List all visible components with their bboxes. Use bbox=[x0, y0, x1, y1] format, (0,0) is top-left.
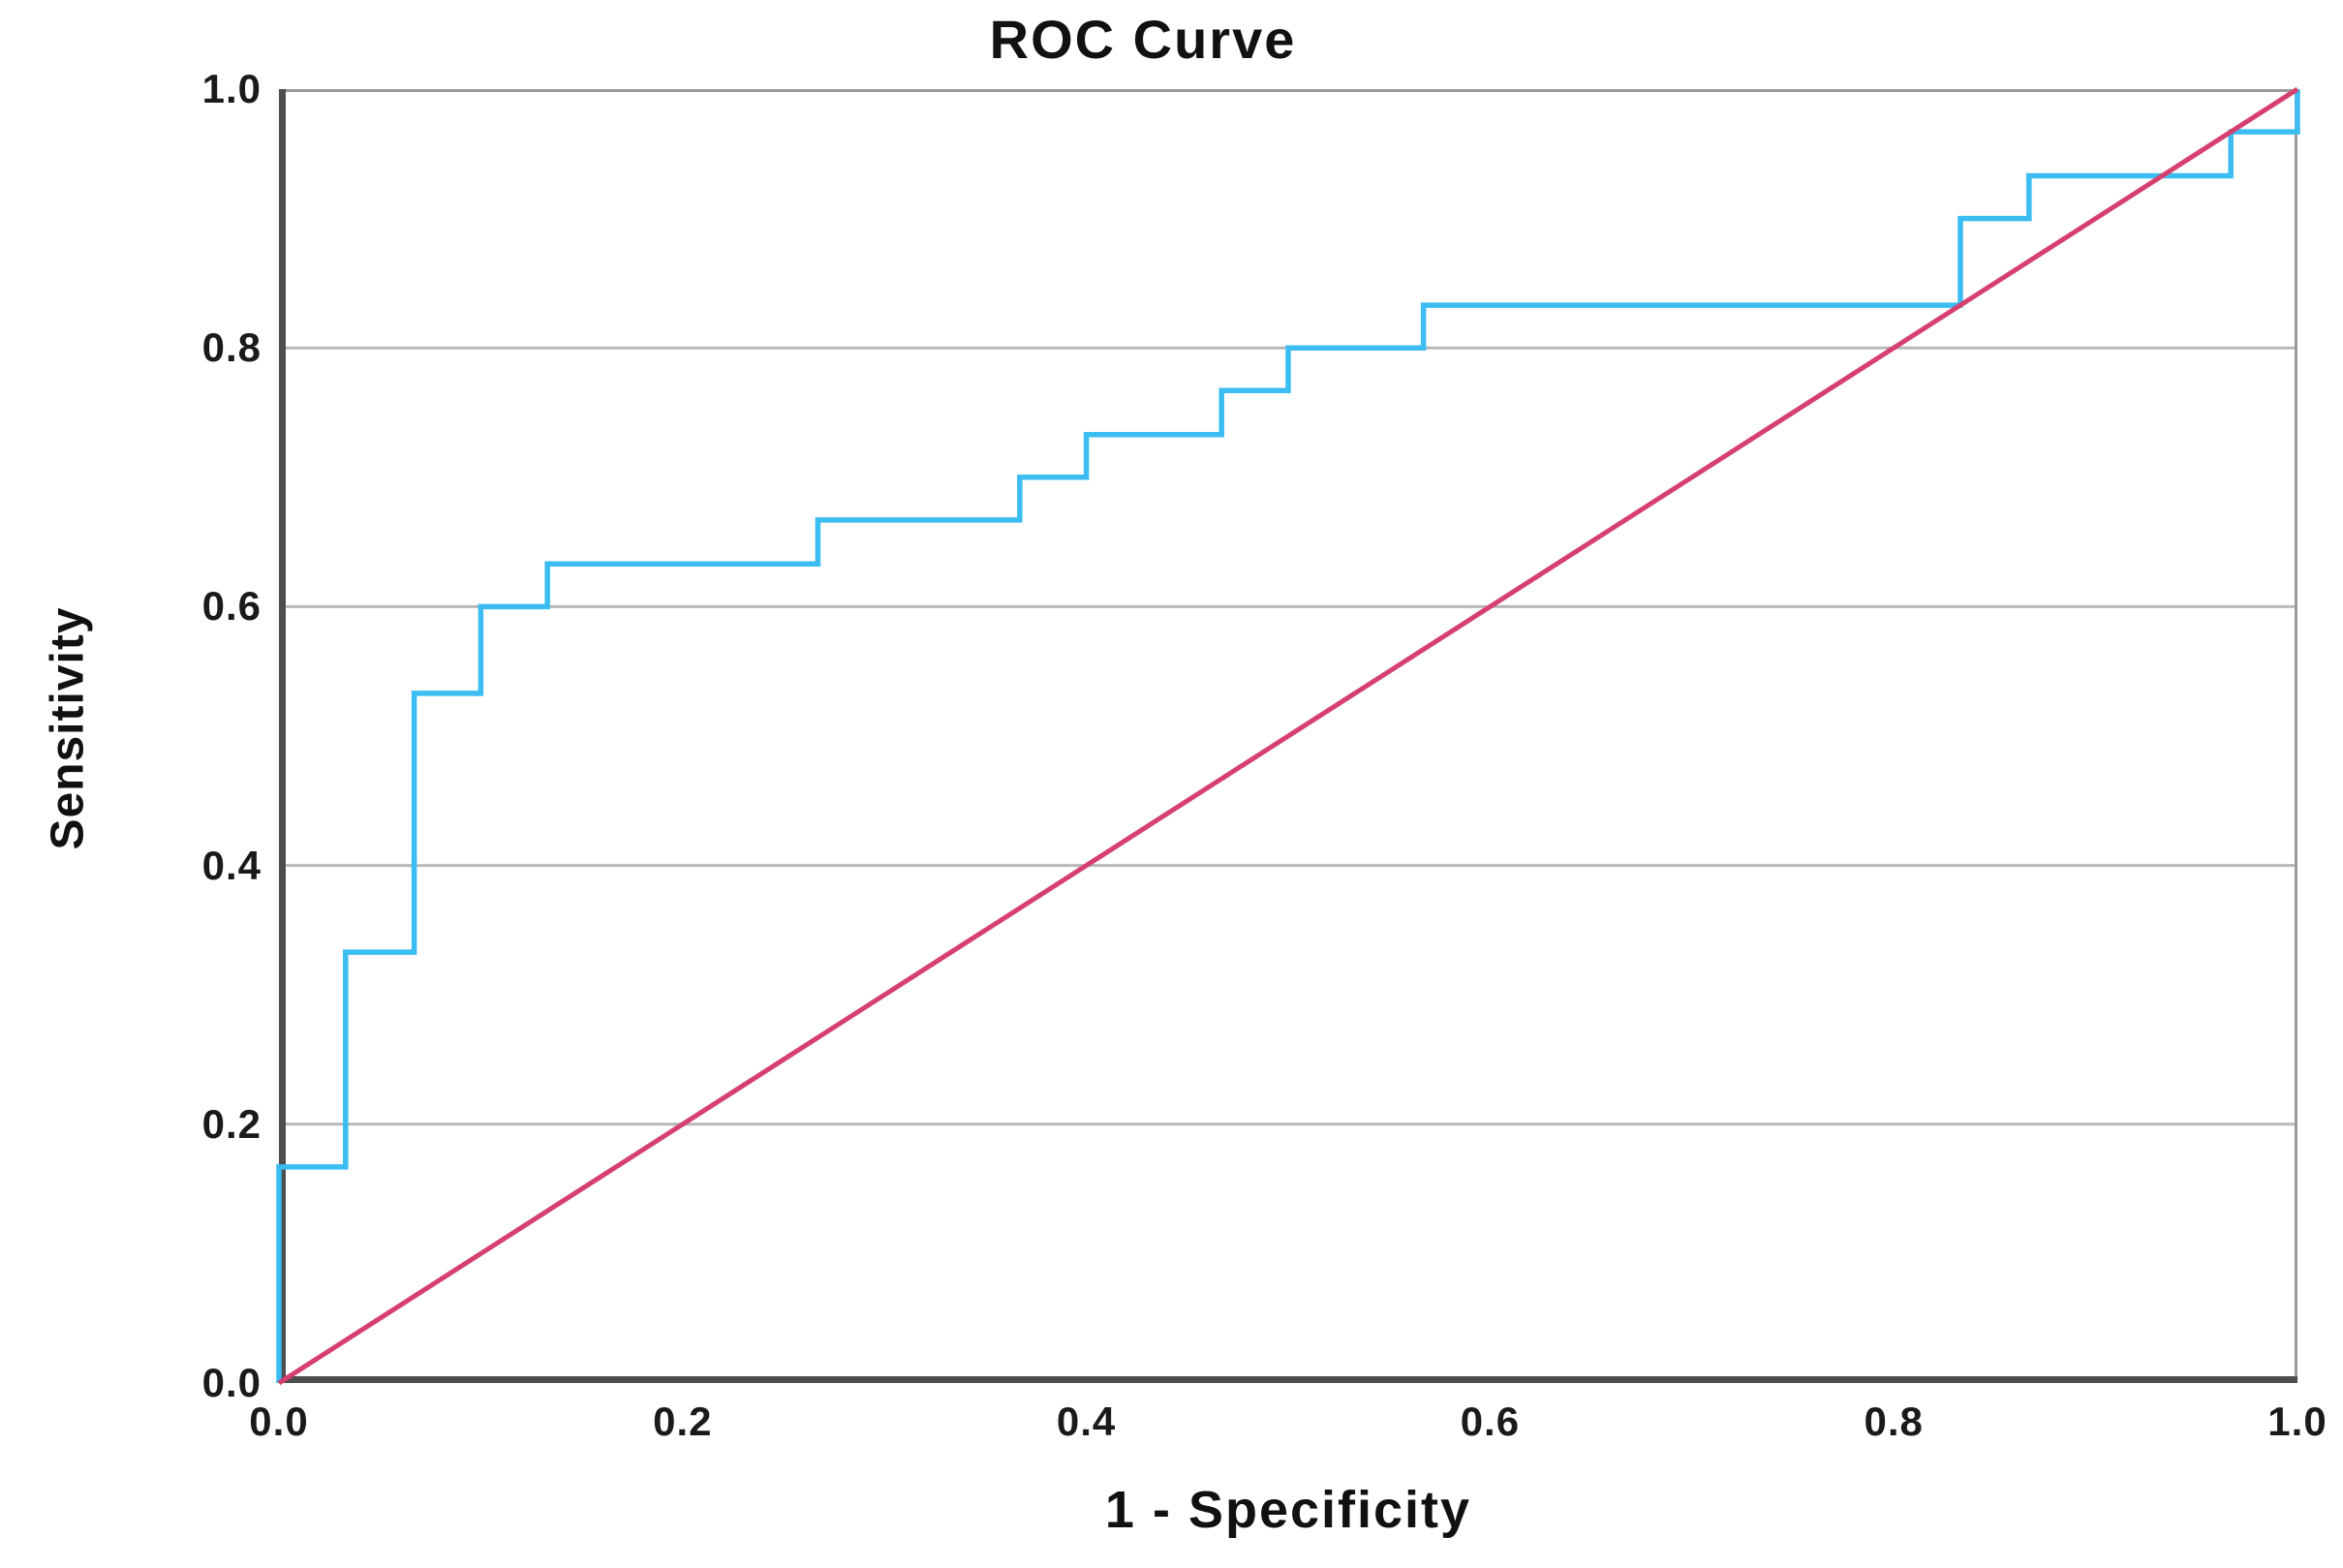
x-tick-label: 1.0 bbox=[2267, 1399, 2328, 1444]
reference-diagonal-line bbox=[277, 86, 2299, 1386]
x-tick-label: 0.4 bbox=[1056, 1399, 1117, 1444]
x-tick-label: 0.0 bbox=[249, 1399, 309, 1444]
x-tick-label: 0.6 bbox=[1460, 1399, 1521, 1444]
x-tick-label: 0.8 bbox=[1864, 1399, 1924, 1444]
y-tick-label: 0.0 bbox=[201, 1360, 262, 1405]
y-tick-label: 0.6 bbox=[201, 583, 262, 630]
roc-curve-line bbox=[276, 89, 2300, 1383]
chart-title: ROC Curve bbox=[989, 9, 1297, 70]
x-tick-label: 0.2 bbox=[653, 1399, 713, 1444]
y-tick-label: 1.0 bbox=[201, 66, 262, 111]
y-tick-label: 0.8 bbox=[201, 324, 262, 371]
y-axis-title: Sensitivity bbox=[42, 606, 94, 850]
y-tick-label: 0.4 bbox=[201, 842, 262, 888]
x-axis-title: 1 - Specificity bbox=[1104, 1481, 1472, 1539]
y-tick-label: 0.2 bbox=[201, 1100, 262, 1147]
roc-plot-svg bbox=[276, 86, 2300, 1386]
